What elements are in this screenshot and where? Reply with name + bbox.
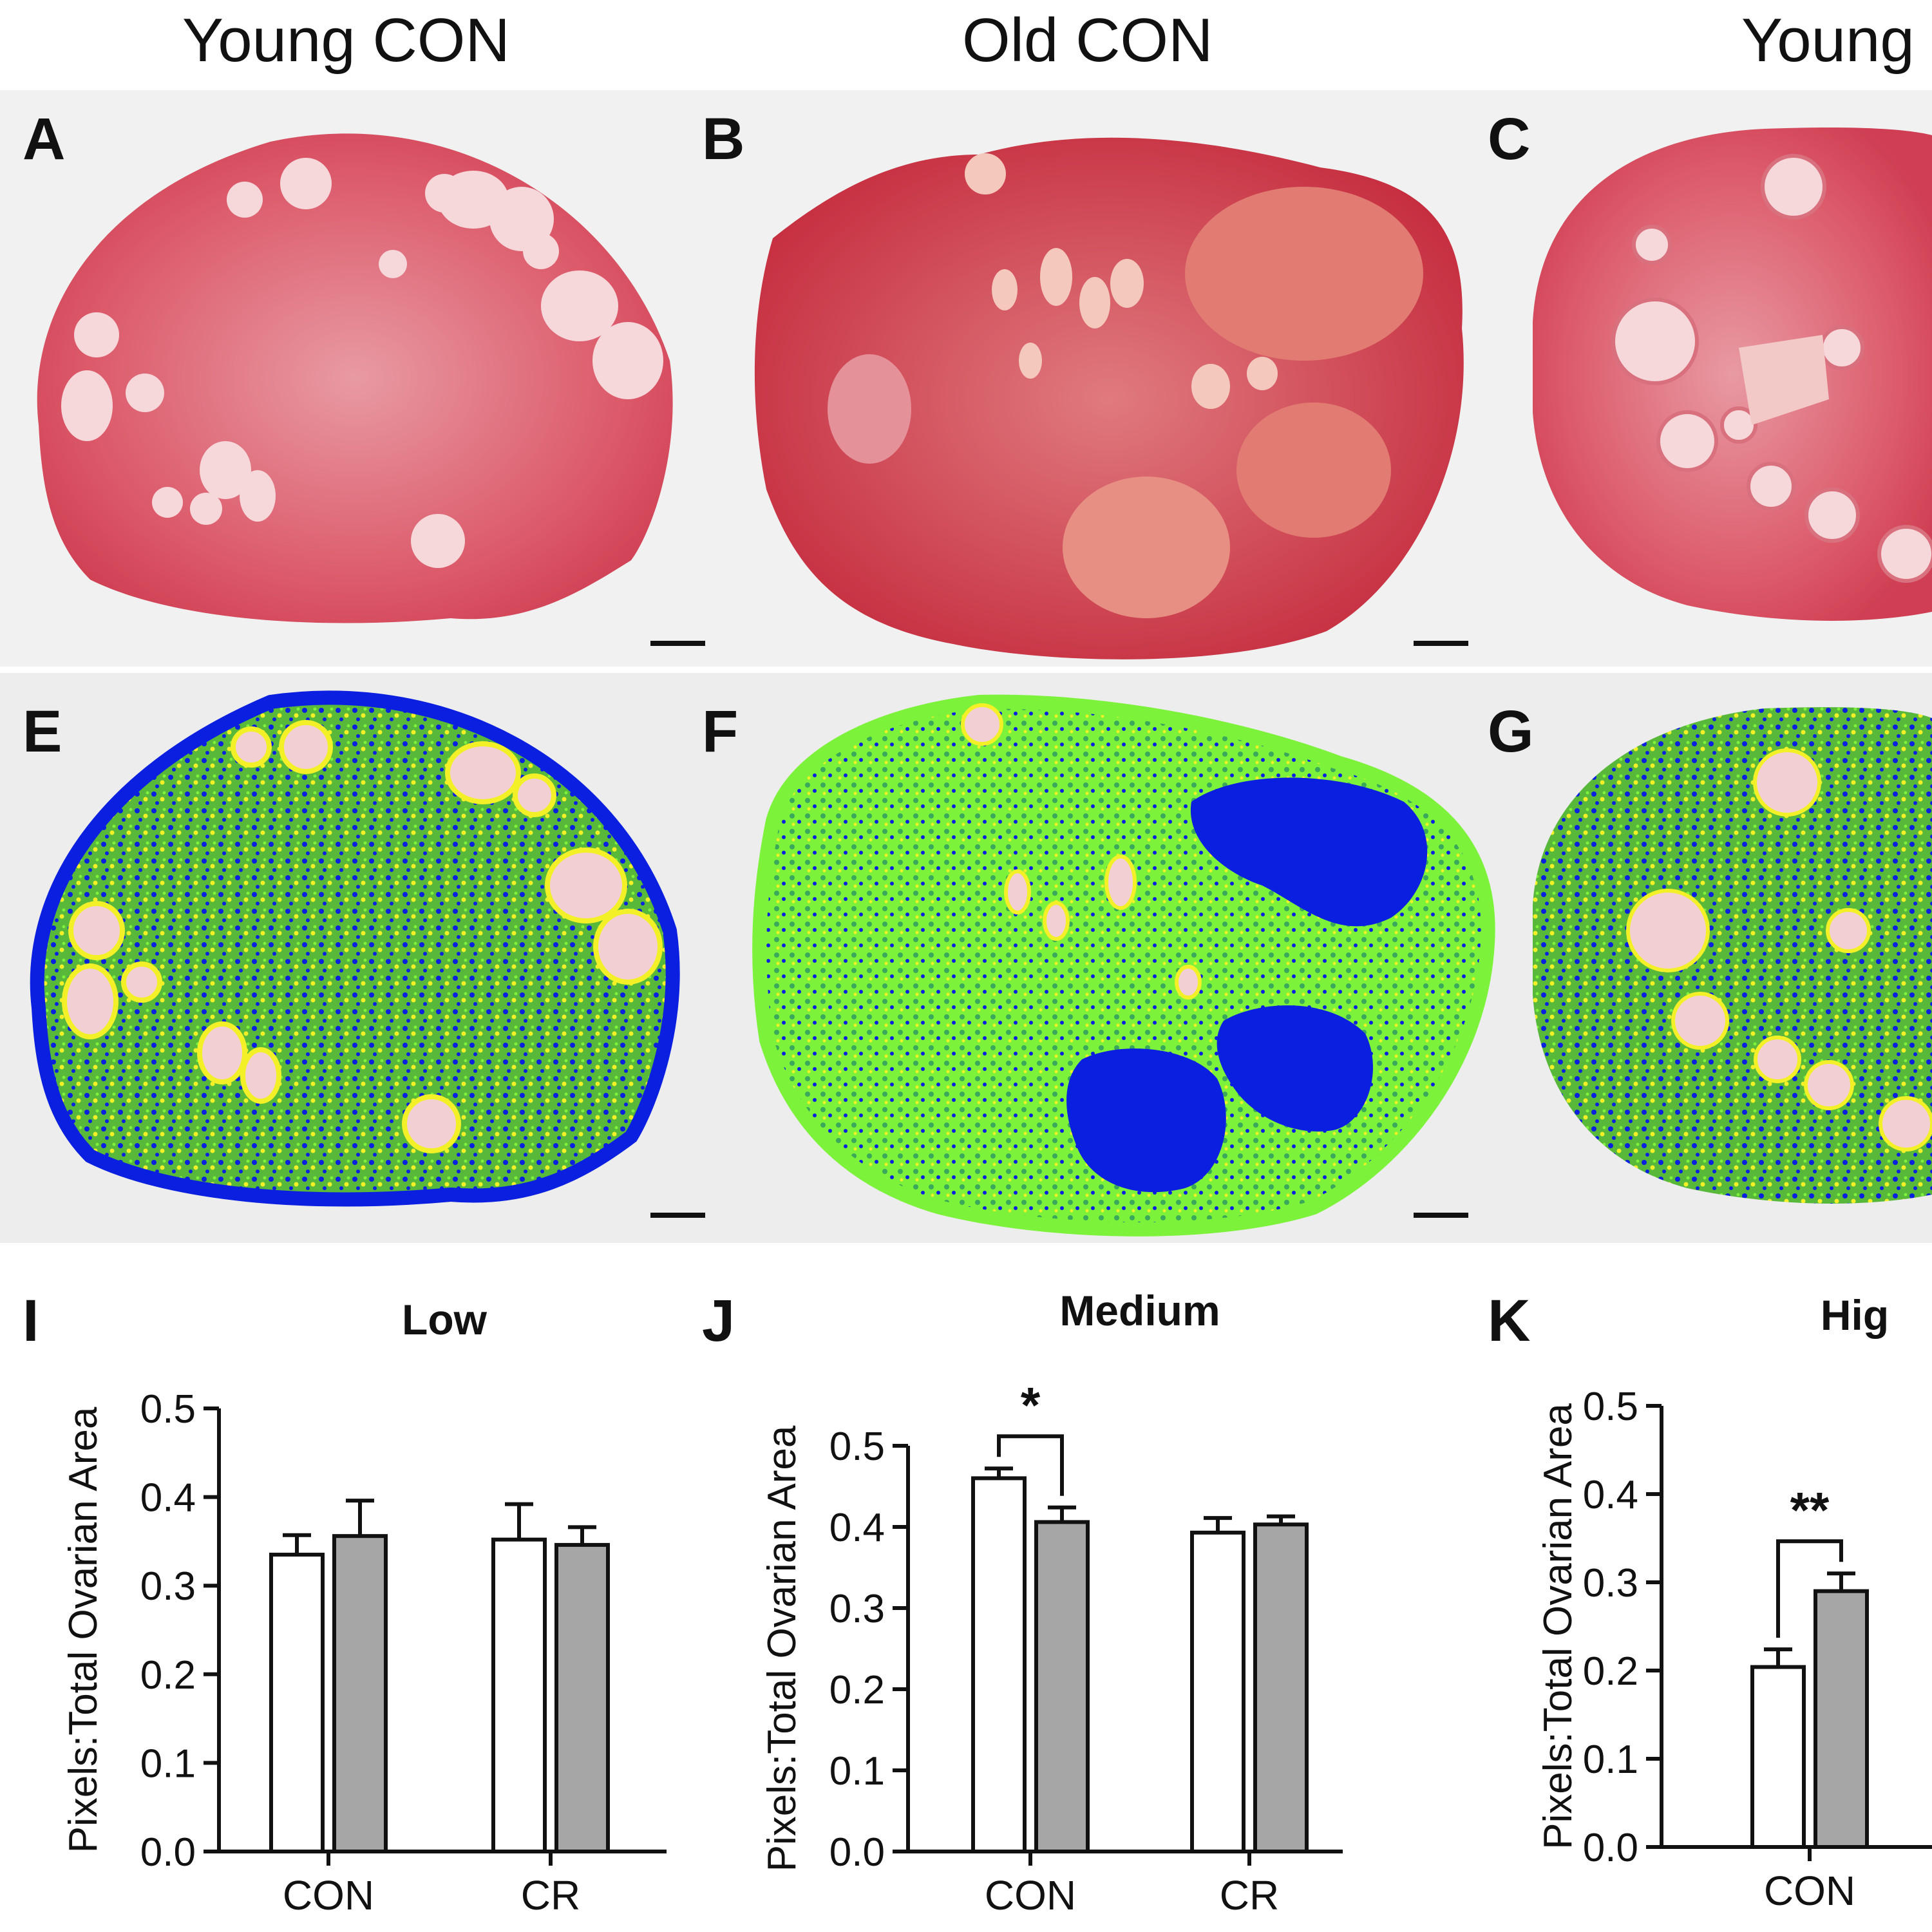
chart-j-bar bbox=[1190, 1530, 1245, 1854]
chart-i-ylabel: Pixels:Total Ovarian Area bbox=[61, 1406, 106, 1853]
panel-letter-g: G bbox=[1488, 699, 1534, 764]
he-section-old-con bbox=[754, 137, 1468, 659]
chart-k-ytick-label: 0.2 bbox=[1583, 1649, 1638, 1694]
panel-letter-i: I bbox=[23, 1288, 39, 1354]
panel-letter-f: F bbox=[702, 699, 739, 764]
panel-letter-b: B bbox=[702, 106, 745, 172]
chart-k-title: Hig bbox=[1821, 1291, 1889, 1339]
chart-k-ytick-label: 0.1 bbox=[1583, 1738, 1638, 1782]
panel-letter-j: J bbox=[702, 1288, 735, 1354]
chart-j-bar bbox=[1253, 1522, 1309, 1853]
chart-i-xtick-label: CON bbox=[283, 1872, 374, 1918]
chart-j-ytick-label: 0.2 bbox=[829, 1668, 885, 1712]
chart-k-ytick-label: 0.0 bbox=[1583, 1826, 1638, 1870]
chart-j-ytick-label: 0.1 bbox=[829, 1749, 885, 1794]
chart-j-ytick-label: 0.4 bbox=[829, 1506, 885, 1550]
chart-j-ytick-label: 0.5 bbox=[829, 1425, 885, 1469]
chart-k-ytick-label: 0.3 bbox=[1583, 1561, 1638, 1605]
he-section-young bbox=[1533, 128, 1932, 621]
chart-i-ytick-label: 0.2 bbox=[140, 1653, 196, 1698]
chart-k-bar bbox=[1814, 1589, 1869, 1849]
chart-k-ytick-label: 0.5 bbox=[1583, 1385, 1638, 1429]
chart-k-ylabel: Pixels:Total Ovarian Area bbox=[1536, 1403, 1580, 1850]
chart-k-significance-bracket bbox=[1776, 1539, 1843, 1638]
chart-j-title: Medium bbox=[1059, 1287, 1220, 1334]
binned-images bbox=[30, 690, 1932, 1236]
chart-j-xtick-label: CON bbox=[985, 1872, 1076, 1918]
binned-section-young-con bbox=[30, 690, 705, 1218]
chart-i-bar bbox=[491, 1537, 547, 1853]
binned-row bbox=[0, 673, 1932, 1243]
chart-j-bar bbox=[1034, 1520, 1090, 1853]
chart-k-ytick-label: 0.4 bbox=[1583, 1473, 1638, 1517]
he-stain-row bbox=[0, 90, 1932, 667]
chart-j-significance-label: * bbox=[1021, 1376, 1041, 1433]
chart-j-bar bbox=[971, 1476, 1027, 1853]
chart-j-xtick-label: CR bbox=[1220, 1872, 1279, 1918]
chart-i-title: Low bbox=[402, 1296, 488, 1343]
panel-letter-k: K bbox=[1488, 1288, 1531, 1354]
chart-i-bar bbox=[269, 1553, 325, 1854]
he-section-young-con bbox=[37, 133, 705, 646]
chart-i-bar bbox=[554, 1542, 610, 1854]
panel-letter-c: C bbox=[1488, 106, 1531, 172]
binned-section-old-con bbox=[752, 694, 1495, 1236]
he-stain-images bbox=[37, 128, 1932, 659]
chart-i-ytick-label: 0.1 bbox=[140, 1741, 196, 1786]
column-title-old-con: Old CON bbox=[962, 6, 1213, 75]
panel-letter-a: A bbox=[23, 106, 66, 172]
chart-j-ytick-label: 0.0 bbox=[829, 1830, 885, 1875]
chart-j-ytick-label: 0.3 bbox=[829, 1587, 885, 1631]
panel-letter-e: E bbox=[23, 699, 62, 764]
chart-j-significance-bracket bbox=[997, 1434, 1064, 1496]
chart-k-xtick-label: CON bbox=[1764, 1868, 1855, 1914]
chart-k-significance-label: ** bbox=[1790, 1481, 1830, 1538]
chart-i-ytick-label: 0.5 bbox=[140, 1387, 196, 1432]
chart-j-ylabel: Pixels:Total Ovarian Area bbox=[760, 1425, 804, 1871]
chart-i-ytick-label: 0.0 bbox=[140, 1830, 196, 1875]
column-title-young-con: Young CON bbox=[182, 6, 510, 75]
chart-k-bar bbox=[1750, 1665, 1806, 1850]
chart-i-xtick-label: CR bbox=[521, 1872, 580, 1918]
binned-section-young bbox=[1533, 707, 1932, 1204]
column-title-young: Young bbox=[1741, 6, 1915, 75]
chart-i-ytick-label: 0.4 bbox=[140, 1476, 196, 1520]
chart-i-bar bbox=[332, 1534, 388, 1854]
chart-i-ytick-label: 0.3 bbox=[140, 1564, 196, 1609]
